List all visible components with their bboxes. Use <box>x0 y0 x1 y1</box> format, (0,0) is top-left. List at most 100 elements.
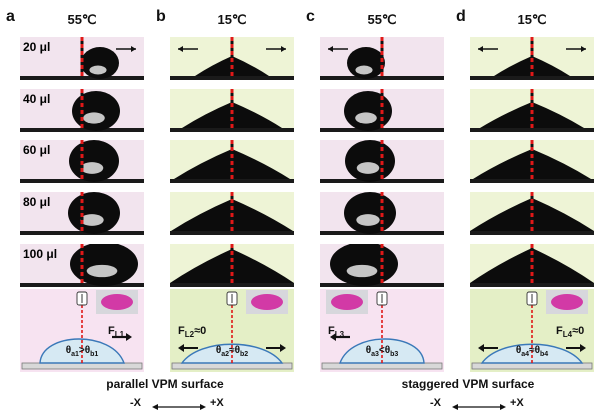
axis-left-minus: -X <box>130 397 141 409</box>
theta-symbol: θ <box>234 345 240 356</box>
theta-symbol: θ <box>534 345 540 356</box>
panel-letter-a: a <box>6 8 15 25</box>
droplet-image <box>20 244 144 287</box>
force-label: FL4≈0 <box>556 325 584 341</box>
droplet-photo <box>470 89 594 132</box>
arrow-left-icon <box>178 46 198 52</box>
droplet-image <box>320 244 444 287</box>
thermometer-icon <box>226 291 238 306</box>
arrow-right-icon <box>116 46 136 52</box>
arrow-left-icon <box>478 46 498 52</box>
droplet-photo <box>170 89 294 132</box>
droplet-outline <box>480 343 584 364</box>
droplet-photo <box>320 89 444 132</box>
volume-label: 100 μl <box>23 247 58 261</box>
droplet-image <box>320 89 444 132</box>
force-arrow-left-icon <box>478 344 498 352</box>
contact-angle-relation: θa1>θb1 <box>42 345 122 361</box>
droplet-image <box>170 192 294 235</box>
axis-right-plus: +X <box>510 397 524 409</box>
temperature-label: 15℃ <box>217 12 247 27</box>
droplet-image <box>20 89 144 132</box>
theta-symbol: θ <box>515 345 522 356</box>
droplet-photo <box>470 192 594 235</box>
droplet-image <box>470 89 594 132</box>
volume-label: 20 μl <box>23 40 51 54</box>
axis-left-plus: +X <box>210 397 224 409</box>
droplet-image <box>170 37 294 80</box>
droplet-photo <box>170 244 294 287</box>
volume-label: 80 μl <box>23 195 51 209</box>
droplet-photo <box>170 140 294 183</box>
droplet-photo <box>470 37 594 80</box>
force-symbol: F <box>108 325 115 337</box>
schematic-drawing <box>170 289 294 372</box>
schematic <box>20 289 144 372</box>
thermometer-icon <box>76 291 88 306</box>
temperature-label: 15℃ <box>517 12 547 27</box>
caption-parallel: parallel VPM surface <box>106 377 224 391</box>
droplet-image <box>470 37 594 80</box>
contact-angle-relation: θa3<θb3 <box>342 345 422 361</box>
droplet-photo <box>170 192 294 235</box>
droplet-image <box>170 89 294 132</box>
force-arrow-right-icon <box>112 333 132 341</box>
droplet-photo <box>20 192 144 235</box>
theta-subscript: a4 <box>521 351 530 358</box>
droplet-photo <box>20 140 144 183</box>
force-symbol: F <box>556 325 563 337</box>
theta-symbol: θ <box>215 345 222 356</box>
force-subscript: L2 <box>184 330 195 340</box>
force-arrow-right-icon <box>266 344 286 352</box>
panel-letter-d: d <box>456 8 466 25</box>
droplet <box>344 91 392 131</box>
relation-symbol: ≈ <box>529 345 535 356</box>
theta-subscript: b4 <box>539 351 549 358</box>
volume-label: 40 μl <box>23 92 51 106</box>
arrow-right-icon <box>266 46 286 52</box>
droplet-photo <box>170 37 294 80</box>
theta-symbol: θ <box>384 345 391 356</box>
force-arrow-right-icon <box>566 344 586 352</box>
force-symbol: F <box>178 325 185 337</box>
droplet-outline <box>180 343 284 364</box>
droplet-image <box>320 192 444 235</box>
droplet-photo <box>20 244 144 287</box>
droplet-image <box>170 244 294 287</box>
droplet <box>344 192 396 234</box>
theta-subscript: b1 <box>90 351 99 358</box>
relation-symbol: ≈ <box>229 345 235 356</box>
droplet-image <box>20 140 144 183</box>
force-arrow-left-icon <box>178 344 198 352</box>
relation-symbol: > <box>78 345 85 356</box>
droplet-image <box>470 140 594 183</box>
axis-right-minus: -X <box>430 397 441 409</box>
droplet-photo <box>20 37 144 80</box>
droplet-photo <box>320 244 444 287</box>
arrow-right-icon <box>566 46 586 52</box>
droplet-photo <box>320 192 444 235</box>
force-symbol: F <box>328 325 335 337</box>
droplet-photo <box>320 140 444 183</box>
droplet-photo <box>470 140 594 183</box>
theta-symbol: θ <box>365 345 372 356</box>
droplet <box>68 192 120 234</box>
volume-label: 60 μl <box>23 143 51 157</box>
droplet-image <box>320 140 444 183</box>
theta-symbol: θ <box>84 345 91 356</box>
droplet-image <box>470 244 594 287</box>
schematic <box>320 289 444 372</box>
droplet-image <box>20 37 144 80</box>
droplet-image <box>170 140 294 183</box>
droplet-image <box>20 192 144 235</box>
thermometer-icon <box>526 291 538 306</box>
force-subscript: L4 <box>562 330 573 340</box>
force-label: FL1 <box>108 325 124 341</box>
force-suffix: ≈0 <box>572 325 585 337</box>
droplet-photo <box>470 244 594 287</box>
temperature-label: 55℃ <box>67 12 97 27</box>
force-label: FL3 <box>328 325 344 341</box>
droplet-photo <box>320 37 444 80</box>
force-arrow-left-icon <box>330 333 350 341</box>
schematic-drawing <box>20 289 144 372</box>
